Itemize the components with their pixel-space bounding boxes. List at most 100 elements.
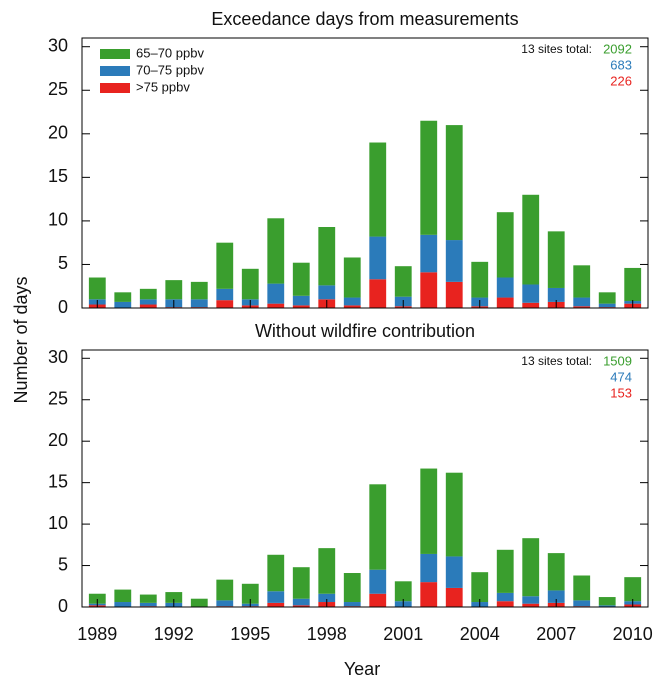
bar-segment bbox=[292, 598, 310, 606]
bar-segment bbox=[598, 303, 616, 308]
bar-segment bbox=[190, 281, 208, 300]
total-value: 683 bbox=[610, 57, 632, 72]
totals-label: 13 sites total: bbox=[521, 42, 592, 56]
bar-segment bbox=[369, 484, 387, 570]
bar-segment bbox=[292, 295, 310, 306]
panel-title: Exceedance days from measurements bbox=[211, 9, 518, 29]
bar-segment bbox=[267, 283, 285, 304]
bar-segment bbox=[522, 596, 540, 604]
y-tick-label: 30 bbox=[48, 347, 68, 367]
bar-segment bbox=[394, 266, 412, 297]
bar-segment bbox=[267, 218, 285, 284]
x-axis-label: Year bbox=[344, 659, 380, 679]
y-tick-label: 15 bbox=[48, 166, 68, 186]
legend-swatch bbox=[100, 83, 130, 93]
legend-swatch bbox=[100, 49, 130, 59]
bar-segment bbox=[445, 281, 463, 308]
bar-segment bbox=[420, 120, 438, 235]
plot-frame bbox=[81, 349, 649, 608]
bar-segment bbox=[547, 590, 565, 603]
y-tick-label: 30 bbox=[48, 35, 68, 55]
bar-segment bbox=[445, 125, 463, 241]
bar-segment bbox=[139, 299, 157, 305]
bar-segment bbox=[267, 591, 285, 603]
plot-frame bbox=[81, 37, 649, 309]
bar-segment bbox=[216, 288, 234, 301]
bar-segment bbox=[420, 582, 438, 607]
bar-segment bbox=[114, 589, 132, 603]
totals-label: 13 sites total: bbox=[521, 354, 592, 368]
bar-segment bbox=[343, 602, 361, 607]
bar-segment bbox=[318, 227, 336, 286]
bar-segment bbox=[573, 575, 591, 601]
y-tick-label: 20 bbox=[48, 430, 68, 450]
bar-segment bbox=[318, 285, 336, 300]
total-value: 1509 bbox=[603, 353, 632, 368]
bar-segment bbox=[343, 305, 361, 308]
y-tick-label: 5 bbox=[58, 253, 68, 273]
bar-segment bbox=[445, 587, 463, 607]
bar-segment bbox=[624, 267, 642, 302]
x-tick-label: 1998 bbox=[307, 624, 347, 644]
bar-segment bbox=[369, 569, 387, 594]
bar-segment bbox=[522, 302, 540, 308]
total-value: 153 bbox=[610, 385, 632, 400]
bar-segment bbox=[267, 602, 285, 607]
y-tick-label: 0 bbox=[58, 297, 68, 317]
bar-segment bbox=[394, 581, 412, 602]
bar-segment bbox=[190, 299, 208, 308]
total-value: 474 bbox=[610, 369, 632, 384]
x-tick-label: 1992 bbox=[154, 624, 194, 644]
bar-segment bbox=[292, 262, 310, 296]
bar-segment bbox=[573, 600, 591, 607]
bar-segment bbox=[292, 305, 310, 308]
bar-segment bbox=[496, 549, 514, 593]
bar-segment bbox=[318, 548, 336, 594]
bar-segment bbox=[267, 303, 285, 308]
bar-segment bbox=[139, 594, 157, 603]
bar-segment bbox=[343, 257, 361, 298]
bar-segment bbox=[165, 280, 183, 300]
bar-segment bbox=[216, 600, 234, 607]
bar-segment bbox=[190, 598, 208, 607]
bar-segment bbox=[139, 304, 157, 308]
bar-segment bbox=[624, 577, 642, 602]
bar-segment bbox=[522, 603, 540, 607]
bar-segment bbox=[445, 240, 463, 282]
y-axis-label: Number of days bbox=[11, 276, 31, 403]
bar-segment bbox=[369, 142, 387, 237]
bar-segment bbox=[216, 300, 234, 308]
bar-segment bbox=[216, 579, 234, 601]
bar-segment bbox=[292, 567, 310, 599]
bar-segment bbox=[445, 556, 463, 588]
y-tick-label: 5 bbox=[58, 554, 68, 574]
bar-segment bbox=[471, 261, 489, 298]
bar-segment bbox=[114, 292, 132, 302]
bar-segment bbox=[165, 592, 183, 603]
total-value: 226 bbox=[610, 73, 632, 88]
bar-segment bbox=[241, 583, 259, 604]
bar-segment bbox=[343, 297, 361, 306]
y-tick-label: 20 bbox=[48, 123, 68, 143]
y-tick-label: 25 bbox=[48, 388, 68, 408]
bar-segment bbox=[241, 268, 259, 300]
bar-segment bbox=[573, 297, 591, 307]
y-tick-label: 10 bbox=[48, 513, 68, 533]
legend-swatch bbox=[100, 66, 130, 76]
bar-segment bbox=[420, 272, 438, 308]
bar-segment bbox=[420, 234, 438, 273]
bar-segment bbox=[522, 284, 540, 303]
bar-segment bbox=[598, 597, 616, 606]
bar-segment bbox=[573, 306, 591, 308]
bar-segment bbox=[267, 554, 285, 592]
bar-segment bbox=[547, 231, 565, 288]
bar-segment bbox=[343, 573, 361, 603]
bar-segment bbox=[88, 593, 106, 604]
bar-segment bbox=[88, 277, 106, 300]
bar-segment bbox=[369, 593, 387, 607]
bar-segment bbox=[598, 605, 616, 607]
bar-segment bbox=[216, 242, 234, 289]
total-value: 2092 bbox=[603, 41, 632, 56]
